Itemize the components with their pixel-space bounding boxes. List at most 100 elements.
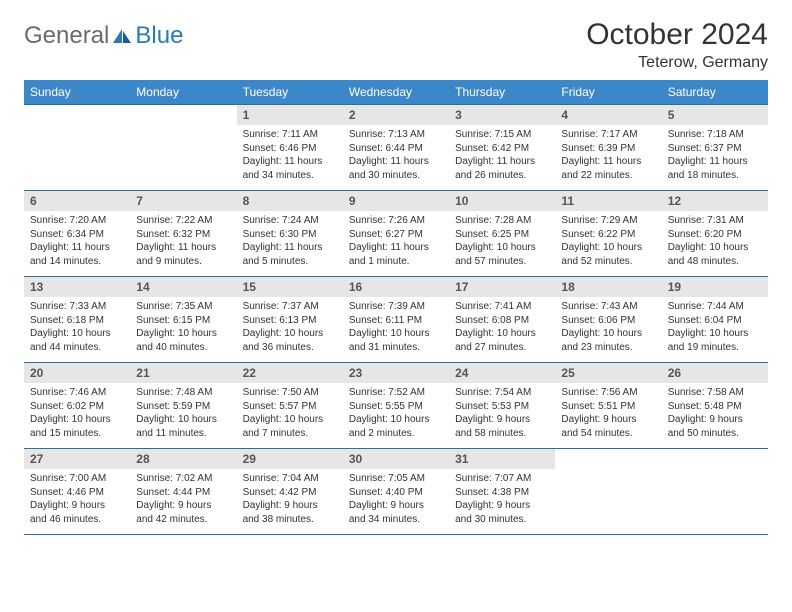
sunrise-text: Sunrise: 7:18 AM [668,128,762,142]
daylight-text: Daylight: 10 hours and 15 minutes. [30,413,124,440]
daylight-text: Daylight: 10 hours and 27 minutes. [455,327,549,354]
logo: General Blue [24,22,183,50]
daylight-text: Daylight: 11 hours and 34 minutes. [243,155,337,182]
calendar-row: 20Sunrise: 7:46 AMSunset: 6:02 PMDayligh… [24,363,768,449]
sunrise-text: Sunrise: 7:24 AM [243,214,337,228]
sunset-text: Sunset: 6:37 PM [668,142,762,156]
day-number: 17 [449,277,555,297]
day-number: 7 [130,191,236,211]
calendar-cell: 25Sunrise: 7:56 AMSunset: 5:51 PMDayligh… [555,363,661,449]
day-number: 5 [662,105,768,125]
calendar-cell [130,105,236,191]
cell-body: Sunrise: 7:31 AMSunset: 6:20 PMDaylight:… [662,211,768,272]
sunrise-text: Sunrise: 7:31 AM [668,214,762,228]
sunset-text: Sunset: 6:39 PM [561,142,655,156]
calendar-cell: 17Sunrise: 7:41 AMSunset: 6:08 PMDayligh… [449,277,555,363]
sunrise-text: Sunrise: 7:39 AM [349,300,443,314]
day-header: Sunday [24,80,130,105]
calendar-cell: 10 Sunrise: 7:28 AMSunset: 6:25 PMDayligh… [449,191,555,277]
calendar-cell: 3Sunrise: 7:15 AMSunset: 6:42 PMDaylight… [449,105,555,191]
day-number: 22 [237,363,343,383]
logo-text-blue: Blue [135,22,183,50]
calendar-table: Sunday Monday Tuesday Wednesday Thursday… [24,80,768,535]
cell-body: Sunrise: 7:48 AMSunset: 5:59 PMDaylight:… [130,383,236,444]
daylight-text: Daylight: 10 hours and 57 minutes. [455,241,549,268]
cell-body: Sunrise: 7:37 AMSunset: 6:13 PMDaylight:… [237,297,343,358]
cell-body: Sunrise: 7:02 AMSunset: 4:44 PMDaylight:… [130,469,236,530]
calendar-cell: 27Sunrise: 7:00 AMSunset: 4:46 PMDayligh… [24,449,130,535]
day-header: Friday [555,80,661,105]
calendar-cell [662,449,768,535]
day-number: 29 [237,449,343,469]
daylight-text: Daylight: 10 hours and 52 minutes. [561,241,655,268]
sunset-text: Sunset: 5:59 PM [136,400,230,414]
sunrise-text: Sunrise: 7:05 AM [349,472,443,486]
cell-body: Sunrise: 7:11 AMSunset: 6:46 PMDaylight:… [237,125,343,186]
logo-text-general: General [24,22,109,50]
day-number: 2 [343,105,449,125]
sunset-text: Sunset: 6:25 PM [455,228,549,242]
day-number: 28 [130,449,236,469]
calendar-cell: 26Sunrise: 7:58 AMSunset: 5:48 PMDayligh… [662,363,768,449]
sunset-text: Sunset: 5:51 PM [561,400,655,414]
day-number: 27 [24,449,130,469]
day-number: 11 [555,191,661,211]
daylight-text: Daylight: 10 hours and 31 minutes. [349,327,443,354]
sunset-text: Sunset: 4:44 PM [136,486,230,500]
sunrise-text: Sunrise: 7:07 AM [455,472,549,486]
calendar-cell: 30Sunrise: 7:05 AMSunset: 4:40 PMDayligh… [343,449,449,535]
sunset-text: Sunset: 6:22 PM [561,228,655,242]
cell-body: Sunrise: 7:22 AMSunset: 6:32 PMDaylight:… [130,211,236,272]
cell-body: Sunrise: 7:54 AMSunset: 5:53 PMDaylight:… [449,383,555,444]
day-number: 30 [343,449,449,469]
day-number: 15 [237,277,343,297]
sunrise-text: Sunrise: 7:28 AM [455,214,549,228]
cell-body: Sunrise: 7:44 AMSunset: 6:04 PMDaylight:… [662,297,768,358]
sunset-text: Sunset: 6:08 PM [455,314,549,328]
day-header: Tuesday [237,80,343,105]
sunrise-text: Sunrise: 7:56 AM [561,386,655,400]
sunset-text: Sunset: 5:48 PM [668,400,762,414]
calendar-cell: 24Sunrise: 7:54 AMSunset: 5:53 PMDayligh… [449,363,555,449]
daylight-text: Daylight: 9 hours and 58 minutes. [455,413,549,440]
sunrise-text: Sunrise: 7:54 AM [455,386,549,400]
sunset-text: Sunset: 6:13 PM [243,314,337,328]
sunset-text: Sunset: 6:42 PM [455,142,549,156]
daylight-text: Daylight: 9 hours and 54 minutes. [561,413,655,440]
day-number: 10 [449,191,555,211]
sunrise-text: Sunrise: 7:33 AM [30,300,124,314]
day-number: 18 [555,277,661,297]
day-number: 9 [343,191,449,211]
daylight-text: Daylight: 11 hours and 5 minutes. [243,241,337,268]
day-header: Monday [130,80,236,105]
sunset-text: Sunset: 6:27 PM [349,228,443,242]
logo-sail-icon [111,27,133,45]
sunrise-text: Sunrise: 7:04 AM [243,472,337,486]
day-number: 1 [237,105,343,125]
calendar-cell: 4Sunrise: 7:17 AMSunset: 6:39 PMDaylight… [555,105,661,191]
calendar-cell: 12Sunrise: 7:31 AMSunset: 6:20 PMDayligh… [662,191,768,277]
cell-body: Sunrise: 7:39 AMSunset: 6:11 PMDaylight:… [343,297,449,358]
sunset-text: Sunset: 6:20 PM [668,228,762,242]
sunset-text: Sunset: 5:57 PM [243,400,337,414]
day-header-row: Sunday Monday Tuesday Wednesday Thursday… [24,80,768,105]
calendar-row: 27Sunrise: 7:00 AMSunset: 4:46 PMDayligh… [24,449,768,535]
cell-body: Sunrise: 7:18 AMSunset: 6:37 PMDaylight:… [662,125,768,186]
sunset-text: Sunset: 6:06 PM [561,314,655,328]
calendar-cell: 9Sunrise: 7:26 AMSunset: 6:27 PMDaylight… [343,191,449,277]
calendar-cell: 14Sunrise: 7:35 AMSunset: 6:15 PMDayligh… [130,277,236,363]
daylight-text: Daylight: 10 hours and 11 minutes. [136,413,230,440]
calendar-cell: 8Sunrise: 7:24 AMSunset: 6:30 PMDaylight… [237,191,343,277]
calendar-cell: 16Sunrise: 7:39 AMSunset: 6:11 PMDayligh… [343,277,449,363]
sunrise-text: Sunrise: 7:20 AM [30,214,124,228]
daylight-text: Daylight: 9 hours and 30 minutes. [455,499,549,526]
sunrise-text: Sunrise: 7:50 AM [243,386,337,400]
cell-body: Sunrise: 7:29 AMSunset: 6:22 PMDaylight:… [555,211,661,272]
page-title: October 2024 [586,18,768,52]
daylight-text: Daylight: 10 hours and 23 minutes. [561,327,655,354]
day-number: 19 [662,277,768,297]
calendar-cell [24,105,130,191]
cell-body: Sunrise: 7:04 AMSunset: 4:42 PMDaylight:… [237,469,343,530]
calendar-cell: 19Sunrise: 7:44 AMSunset: 6:04 PMDayligh… [662,277,768,363]
sunrise-text: Sunrise: 7:11 AM [243,128,337,142]
